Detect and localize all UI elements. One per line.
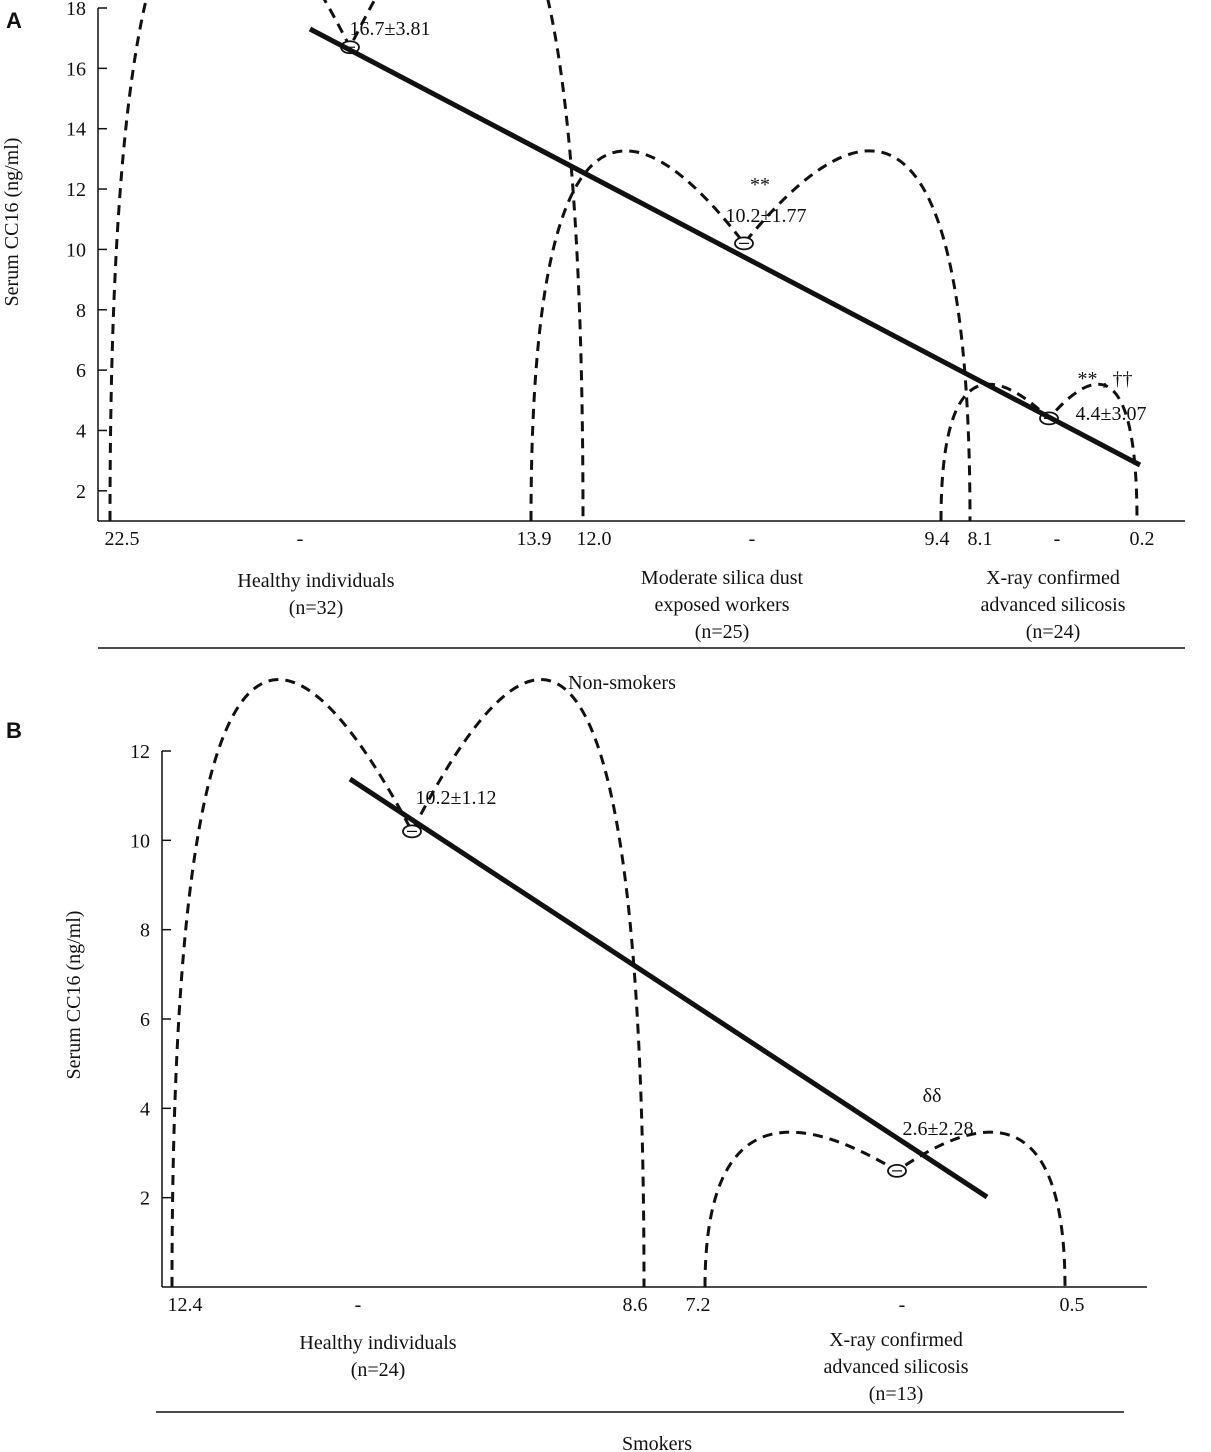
y-tick-label: 6: [140, 1009, 150, 1031]
y-tick-label: 8: [76, 300, 86, 322]
mean-sd-label: 4.4±3.07: [1076, 403, 1147, 425]
x-tick-label: 8.1: [968, 528, 993, 550]
y-tick-label: 18: [66, 0, 86, 20]
y-tick-label: 12: [66, 179, 86, 201]
x-tick-label: 13.9: [517, 528, 552, 550]
x-tick-label: 12.0: [577, 528, 612, 550]
panel-letter-A: A: [6, 8, 22, 33]
y-tick-label: 10: [130, 830, 150, 852]
distribution-arc: [529, 149, 972, 522]
y-tick-label: 12: [130, 741, 150, 763]
significance-label: δδ: [923, 1085, 942, 1107]
x-tick-label: 7.2: [686, 1294, 711, 1316]
mean-sd-label: 16.7±3.81: [350, 18, 431, 40]
group-label: Healthy individuals: [237, 570, 394, 592]
x-tick-label: 9.4: [925, 528, 950, 550]
y-axis-label: Serum CC16 (ng/ml): [1, 138, 23, 307]
y-tick-label: 16: [66, 58, 86, 80]
group-label: (n=24): [351, 1359, 406, 1381]
x-tick-label: -: [297, 528, 304, 550]
group-label: Healthy individuals: [299, 1332, 456, 1354]
group-label: (n=32): [289, 597, 344, 619]
significance-label: ** , ††: [1078, 368, 1133, 390]
group-title: Non-smokers: [568, 672, 676, 694]
x-tick-label: 12.4: [168, 1294, 203, 1316]
x-tick-label: -: [355, 1294, 362, 1316]
y-tick-label: 10: [66, 239, 86, 261]
mean-sd-label: 10.2±1.12: [416, 787, 497, 809]
group-label: advanced silicosis: [981, 594, 1126, 616]
group-label: advanced silicosis: [824, 1356, 969, 1378]
y-tick-label: 4: [76, 420, 86, 442]
significance-label: **: [750, 174, 770, 196]
distribution-arc: [108, 0, 585, 522]
y-tick-label: 4: [140, 1098, 150, 1120]
group-title: Smokers: [622, 1433, 692, 1452]
x-tick-label: 0.5: [1060, 1294, 1085, 1316]
trend-line: [308, 26, 1142, 468]
y-tick-label: 14: [66, 119, 86, 141]
trend-line: [348, 776, 989, 1200]
mean-sd-label: 10.2±1.77: [726, 205, 807, 227]
group-label: X-ray confirmed: [986, 567, 1120, 589]
y-tick-label: 8: [140, 920, 150, 942]
mean-sd-label: 2.6±2.28: [903, 1118, 974, 1140]
y-tick-label: 2: [76, 481, 86, 503]
group-label: (n=13): [869, 1383, 924, 1405]
group-label: exposed workers: [655, 594, 790, 616]
x-tick-label: -: [749, 528, 756, 550]
group-label: X-ray confirmed: [829, 1329, 963, 1351]
group-label: (n=24): [1026, 621, 1081, 643]
distribution-arc: [170, 678, 646, 1288]
y-tick-label: 2: [140, 1188, 150, 1210]
x-tick-label: 22.5: [105, 528, 140, 550]
distribution-arc: [703, 1130, 1067, 1288]
x-tick-label: 0.2: [1130, 528, 1155, 550]
panel-letter-B: B: [6, 718, 22, 743]
y-axis-label: Serum CC16 (ng/ml): [63, 911, 85, 1080]
group-label: (n=25): [695, 621, 750, 643]
x-tick-label: 8.6: [623, 1294, 648, 1316]
y-tick-label: 6: [76, 360, 86, 382]
group-label: Moderate silica dust: [641, 567, 804, 589]
x-tick-label: -: [1054, 528, 1061, 550]
x-tick-label: -: [899, 1294, 906, 1316]
